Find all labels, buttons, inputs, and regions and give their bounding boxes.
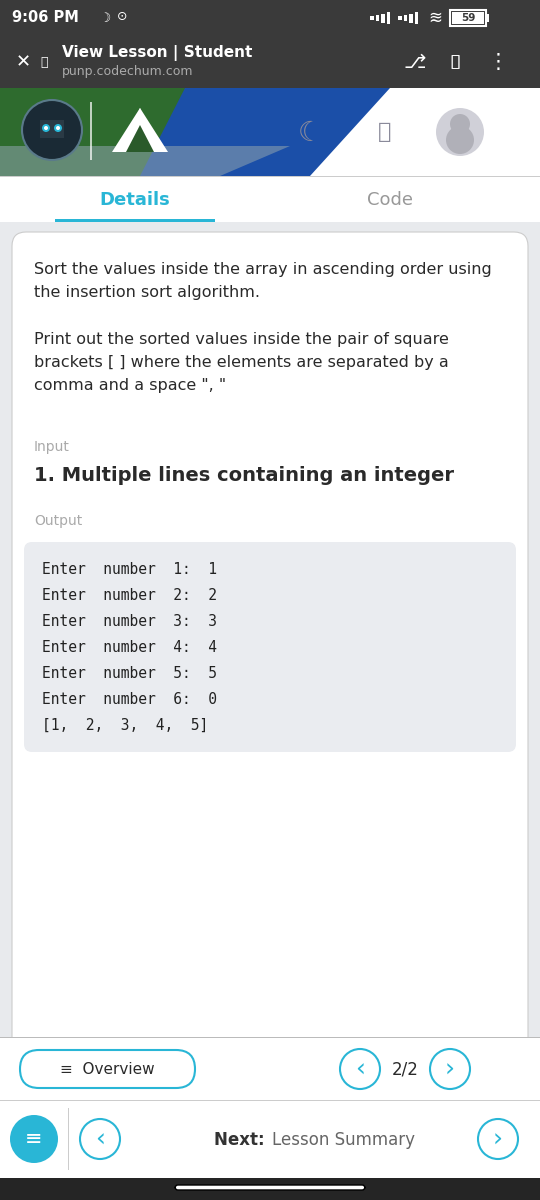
Circle shape <box>10 1115 58 1163</box>
Text: ≡: ≡ <box>25 1129 43 1150</box>
Circle shape <box>80 1118 120 1159</box>
Bar <box>0 222 540 1200</box>
Text: 🔒: 🔒 <box>40 55 48 68</box>
FancyBboxPatch shape <box>20 1050 195 1088</box>
Text: [1,  2,  3,  4,  5]: [1, 2, 3, 4, 5] <box>42 718 208 733</box>
Text: ⬜: ⬜ <box>450 54 460 70</box>
Text: ‹: ‹ <box>355 1058 365 1082</box>
Bar <box>55 218 215 222</box>
Text: Enter  number  2:  2: Enter number 2: 2 <box>42 588 217 602</box>
Bar <box>486 14 489 22</box>
FancyBboxPatch shape <box>175 1186 365 1190</box>
Text: 59: 59 <box>461 13 475 23</box>
Text: ≋: ≋ <box>428 8 442 26</box>
Text: Code: Code <box>367 191 413 209</box>
Circle shape <box>478 1118 518 1159</box>
Polygon shape <box>112 108 168 152</box>
Bar <box>0 36 540 88</box>
Text: Print out the sorted values inside the pair of square
brackets [ ] where the ele: Print out the sorted values inside the p… <box>34 332 449 392</box>
Bar <box>409 13 413 23</box>
Text: ⎇: ⎇ <box>404 53 426 72</box>
Text: Sort the values inside the array in ascending order using
the insertion sort alg: Sort the values inside the array in asce… <box>34 262 492 300</box>
Text: 2/2: 2/2 <box>392 1061 418 1079</box>
Bar <box>450 10 486 26</box>
Polygon shape <box>140 88 390 176</box>
Text: 9:06 PM: 9:06 PM <box>12 11 79 25</box>
Circle shape <box>56 126 60 130</box>
Polygon shape <box>133 108 147 125</box>
Bar <box>387 12 390 24</box>
Text: Output: Output <box>34 514 82 528</box>
Text: Enter  number  3:  3: Enter number 3: 3 <box>42 614 217 629</box>
Text: Next:: Next: <box>214 1130 270 1150</box>
Text: ☽: ☽ <box>100 12 111 24</box>
Text: 🔖: 🔖 <box>450 54 460 70</box>
Bar <box>0 1038 540 1100</box>
Bar <box>452 12 484 24</box>
Text: 1. Multiple lines containing an integer: 1. Multiple lines containing an integer <box>34 466 454 485</box>
Circle shape <box>54 124 62 132</box>
Text: Input: Input <box>34 440 70 454</box>
Bar <box>403 14 407 20</box>
Text: Lesson Summary: Lesson Summary <box>272 1130 415 1150</box>
Bar <box>0 1100 540 1178</box>
Circle shape <box>42 124 50 132</box>
Text: ›: › <box>493 1128 503 1152</box>
Bar <box>0 1178 540 1200</box>
Text: Enter  number  1:  1: Enter number 1: 1 <box>42 562 217 577</box>
Circle shape <box>22 100 82 160</box>
Text: ‹: ‹ <box>95 1128 105 1152</box>
Text: Details: Details <box>99 191 171 209</box>
Bar <box>415 12 418 24</box>
Bar <box>68 1108 69 1170</box>
Bar <box>0 88 540 176</box>
Bar <box>381 13 384 23</box>
Text: ›: › <box>445 1058 455 1082</box>
Polygon shape <box>0 146 290 176</box>
Bar <box>90 102 92 160</box>
Circle shape <box>450 114 470 134</box>
FancyBboxPatch shape <box>12 232 528 1072</box>
Circle shape <box>340 1049 380 1090</box>
Text: Enter  number  4:  4: Enter number 4: 4 <box>42 640 217 655</box>
FancyBboxPatch shape <box>24 542 516 752</box>
Circle shape <box>430 1049 470 1090</box>
Bar <box>0 0 540 36</box>
Bar <box>0 176 540 222</box>
Polygon shape <box>126 125 154 152</box>
Bar <box>40 120 64 138</box>
Text: ✕: ✕ <box>16 53 31 71</box>
Text: punp.codechum.com: punp.codechum.com <box>62 66 193 78</box>
Text: Enter  number  5:  5: Enter number 5: 5 <box>42 666 217 680</box>
Text: 🔔: 🔔 <box>379 122 392 142</box>
Circle shape <box>44 126 48 130</box>
Text: View Lesson | Student: View Lesson | Student <box>62 44 252 61</box>
Circle shape <box>446 126 474 154</box>
Text: ≡  Overview: ≡ Overview <box>60 1062 155 1078</box>
Bar <box>370 16 374 20</box>
Text: Enter  number  6:  0: Enter number 6: 0 <box>42 692 217 707</box>
Polygon shape <box>0 88 270 176</box>
Bar <box>375 14 379 20</box>
Text: ☾: ☾ <box>298 119 322 146</box>
Text: ⊙: ⊙ <box>117 11 127 24</box>
Circle shape <box>436 108 484 156</box>
Text: ⋮: ⋮ <box>488 52 509 72</box>
Bar <box>398 16 402 20</box>
